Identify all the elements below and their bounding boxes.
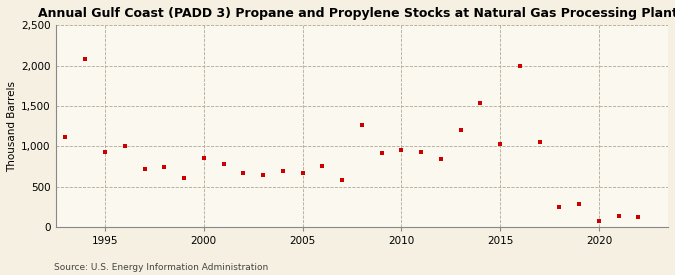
Point [179,176,190,180]
Point [218,162,229,166]
Point [238,171,248,175]
Point [534,140,545,144]
Point [297,171,308,175]
Point [60,134,71,139]
Point [356,122,367,127]
Point [416,150,427,154]
Point [100,150,111,154]
Point [80,57,90,61]
Point [198,156,209,161]
Point [633,214,644,219]
Point [139,167,150,171]
Point [593,218,604,223]
Point [119,144,130,148]
Point [396,148,407,153]
Point [337,178,348,182]
Point [614,214,624,218]
Point [376,151,387,155]
Point [514,64,525,69]
Point [435,157,446,161]
Point [317,164,328,168]
Y-axis label: Thousand Barrels: Thousand Barrels [7,81,17,172]
Point [495,142,506,146]
Title: Annual Gulf Coast (PADD 3) Propane and Propylene Stocks at Natural Gas Processin: Annual Gulf Coast (PADD 3) Propane and P… [38,7,675,20]
Point [455,128,466,132]
Point [574,202,585,207]
Text: Source: U.S. Energy Information Administration: Source: U.S. Energy Information Administ… [54,263,268,272]
Point [475,101,486,105]
Point [258,173,269,178]
Point [159,164,169,169]
Point [554,205,565,209]
Point [277,168,288,173]
